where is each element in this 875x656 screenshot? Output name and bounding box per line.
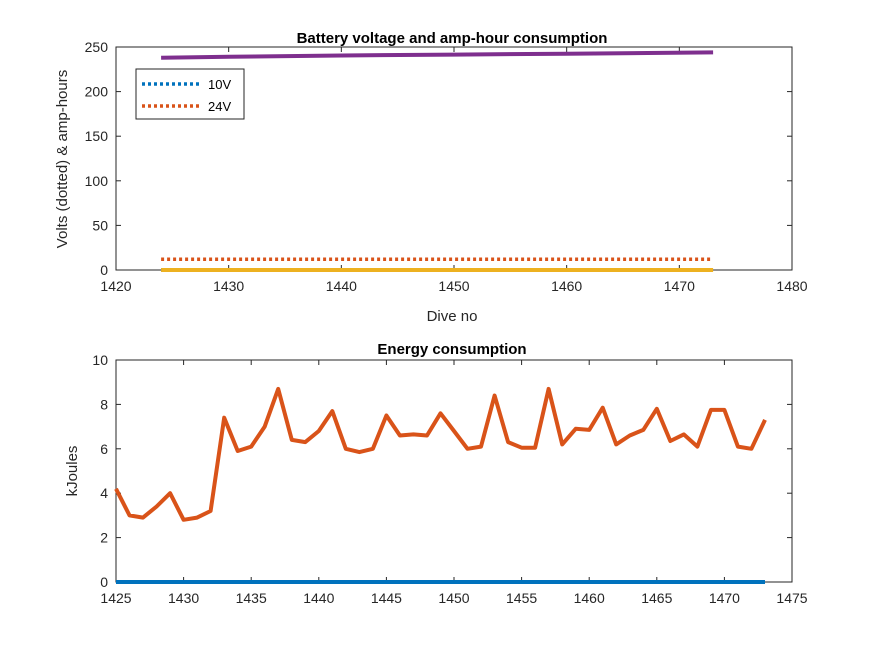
- y-tick-label: 10: [92, 352, 108, 368]
- x-tick-label: 1475: [776, 590, 807, 606]
- y-tick-label: 200: [85, 84, 109, 100]
- x-axis-label: Dive no: [427, 308, 478, 325]
- x-tick-label: 1450: [438, 278, 469, 294]
- energy-chart: Energy consumption kJoules 1425 1430 1435 1…: [64, 341, 808, 606]
- chart-title: Energy consumption: [377, 341, 526, 358]
- x-tick-label: 1465: [641, 590, 672, 606]
- x-tick-label: 1440: [303, 590, 334, 606]
- y-tick-label: 50: [92, 217, 108, 233]
- y-tick-label: 150: [85, 128, 109, 144]
- y-tick-label: 4: [100, 485, 108, 501]
- legend-label: 24V: [208, 99, 231, 114]
- y-axis-label: Volts (dotted) & amp-hours: [54, 70, 71, 248]
- x-tick-label: 1480: [776, 278, 807, 294]
- x-tick-label: 1435: [236, 590, 267, 606]
- y-tick-label: 100: [85, 173, 109, 189]
- x-tick-label: 1420: [100, 278, 131, 294]
- series-line: [161, 50, 714, 60]
- legend-box: [135, 68, 245, 120]
- x-tick-label: 1455: [506, 590, 537, 606]
- y-tick-label: 2: [100, 530, 108, 546]
- y-tick-label: 6: [100, 441, 108, 457]
- legend-label: 10V: [208, 77, 231, 92]
- chart-title: Battery voltage and amp-hour consumption: [297, 30, 608, 47]
- y-axis-label: kJoules: [64, 446, 81, 497]
- x-tick-label: 1460: [551, 278, 582, 294]
- y-tick-label: 0: [100, 574, 108, 590]
- series-line: [114, 386, 767, 522]
- x-tick-label: 1450: [438, 590, 469, 606]
- x-tick-label: 1445: [371, 590, 402, 606]
- x-tick-label: 1470: [709, 590, 740, 606]
- y-tick-label: 250: [85, 39, 109, 55]
- x-tick-label: 1430: [213, 278, 244, 294]
- voltage-chart: Battery voltage and amp-hour consumption…: [54, 30, 808, 325]
- y-tick-label: 0: [100, 262, 108, 278]
- x-tick-label: 1425: [100, 590, 131, 606]
- x-tick-label: 1440: [326, 278, 357, 294]
- x-tick-label: 1470: [664, 278, 695, 294]
- x-tick-label: 1460: [574, 590, 605, 606]
- y-tick-label: 8: [100, 396, 108, 412]
- x-tick-label: 1430: [168, 590, 199, 606]
